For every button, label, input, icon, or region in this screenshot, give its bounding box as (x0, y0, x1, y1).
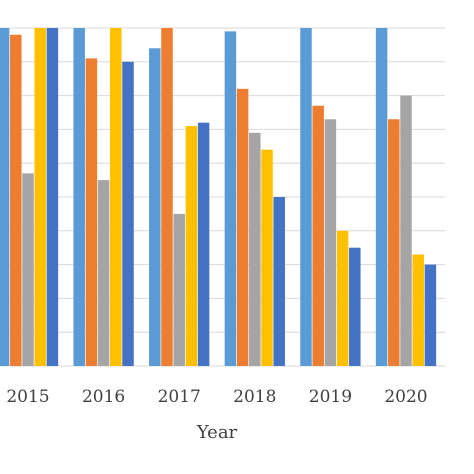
bar-2015-series-5 (46, 28, 59, 366)
x-tick-label: 2016 (82, 387, 125, 407)
bar-2015-series-4 (34, 28, 46, 366)
bar-2015-series-3 (22, 173, 34, 366)
bar-2019-series-1 (300, 28, 312, 366)
bar-2017-series-5 (197, 122, 210, 366)
bars (0, 28, 437, 367)
bar-2019-series-5 (349, 247, 361, 366)
bar-2018-series-1 (224, 31, 237, 366)
bar-2020-series-2 (388, 119, 400, 366)
x-tick-label: 2015 (6, 387, 49, 407)
bar-2016-series-5 (122, 61, 134, 367)
bar-2016-series-2 (85, 58, 98, 367)
bar-2020-series-1 (375, 28, 388, 366)
bar-2017-series-2 (161, 28, 173, 366)
x-tick-label: 2020 (384, 387, 427, 407)
bar-2017-series-3 (173, 213, 185, 366)
bar-2015-series-1 (0, 28, 10, 366)
bar-2018-series-4 (261, 149, 273, 366)
x-tick-label: 2017 (158, 387, 201, 407)
bar-2017-series-4 (185, 126, 198, 367)
bar-2019-series-2 (312, 105, 324, 367)
x-axis-title: Year (196, 422, 238, 443)
bar-2017-series-1 (149, 48, 161, 366)
x-tick-label: 2019 (309, 387, 352, 407)
x-tick-label: 2018 (233, 387, 276, 407)
bar-2018-series-5 (273, 197, 285, 366)
bar-2020-series-3 (400, 95, 412, 366)
bar-2019-series-3 (324, 119, 337, 366)
bar-2020-series-5 (424, 264, 437, 366)
bar-2015-series-2 (10, 34, 22, 366)
x-tick-labels: 2015 2016 2017 2018 2019 2020 (6, 387, 427, 407)
bar-2016-series-4 (110, 28, 122, 366)
bar-2019-series-4 (336, 230, 349, 366)
bar-2018-series-3 (249, 132, 261, 366)
bar-2020-series-4 (412, 254, 424, 366)
bar-2016-series-3 (97, 180, 110, 366)
bar-2018-series-2 (236, 88, 249, 366)
bar-2016-series-1 (73, 28, 85, 366)
